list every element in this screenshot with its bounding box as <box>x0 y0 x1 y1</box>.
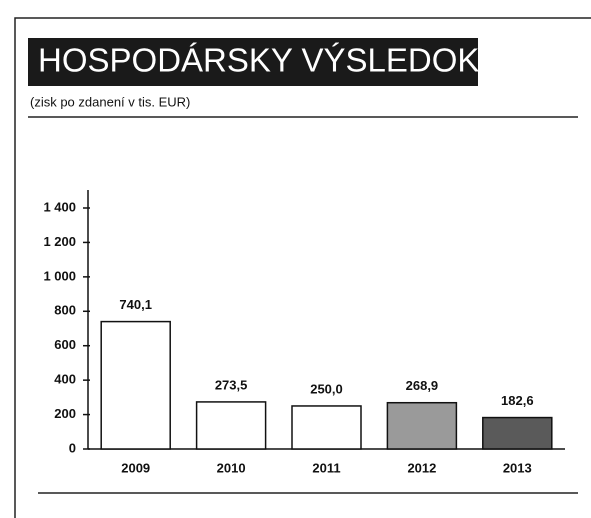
value-label: 273,5 <box>215 377 248 392</box>
chart-title: HOSPODÁRSKY VÝSLEDOK <box>38 42 479 79</box>
y-tick-label: 0 <box>69 440 76 455</box>
y-tick-label: 1 400 <box>43 199 76 214</box>
bar <box>291 405 362 450</box>
x-tick-label: 2011 <box>312 460 340 475</box>
value-label: 268,9 <box>406 378 439 393</box>
x-tick-label: 2009 <box>121 460 150 475</box>
value-label: 250,0 <box>310 381 343 396</box>
x-tick-label: 2010 <box>217 460 246 475</box>
x-tick-label: 2012 <box>407 460 436 475</box>
x-tick-label: 2013 <box>503 460 532 475</box>
chart-subtitle: (zisk po zdanení v tis. EUR) <box>30 94 190 109</box>
bar <box>195 401 267 450</box>
value-label: 182,6 <box>501 393 534 408</box>
y-tick-label: 200 <box>54 406 76 421</box>
bar <box>386 401 458 450</box>
y-tick-label: 800 <box>54 303 76 318</box>
value-label: 740,1 <box>119 297 152 312</box>
bar <box>482 416 553 450</box>
bar <box>100 320 171 450</box>
title-box <box>28 38 478 86</box>
y-tick-label: 600 <box>54 337 76 352</box>
y-tick-label: 400 <box>54 372 76 387</box>
y-tick-label: 1 000 <box>43 268 76 283</box>
y-tick-label: 1 200 <box>43 234 76 249</box>
frame <box>14 17 591 518</box>
